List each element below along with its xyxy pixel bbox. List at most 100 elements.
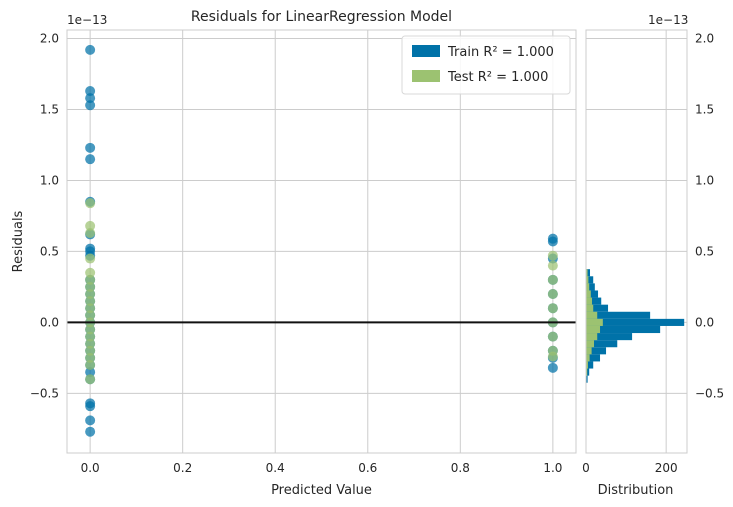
train-residual-point: [85, 93, 96, 104]
hist-x-tick-label: 0: [582, 461, 590, 475]
train-residual-point: [85, 44, 96, 55]
test-distribution-bar: [586, 311, 598, 319]
legend-swatch: [412, 45, 440, 57]
legend-label: Test R² = 1.000: [447, 70, 548, 85]
hist-y-tick-label: 0.5: [695, 244, 714, 258]
test-residual-point: [85, 331, 96, 342]
train-distribution-bar: [586, 340, 618, 348]
test-residual-point: [85, 324, 96, 335]
hist-y-tick-label: 2.0: [695, 32, 714, 46]
y-tick-label: 1.5: [40, 102, 59, 116]
test-residual-point: [85, 198, 96, 209]
test-distribution-bar: [586, 283, 590, 291]
test-residual-point: [85, 227, 96, 238]
test-residual-point: [547, 260, 558, 271]
y-tick-label: 2.0: [40, 32, 59, 46]
test-distribution-bar: [586, 361, 589, 369]
test-residual-point: [85, 352, 96, 363]
test-residual-point: [85, 274, 96, 285]
train-distribution-bar: [586, 290, 599, 298]
train-residual-point: [85, 154, 96, 165]
x-tick-label: 1.0: [543, 461, 562, 475]
train-residual-point: [85, 426, 96, 437]
train-residual-point: [85, 142, 96, 153]
train-distribution-bar: [586, 318, 685, 326]
train-distribution-bar: [586, 297, 602, 305]
train-residual-point: [547, 236, 558, 247]
test-residual-point: [85, 220, 96, 231]
test-distribution-bar: [586, 318, 603, 326]
test-residual-point: [547, 351, 558, 362]
train-distribution-bar: [586, 361, 594, 369]
test-residual-point: [547, 289, 558, 300]
hist-y-tick-label: 1.5: [695, 102, 714, 116]
test-distribution-bar: [586, 347, 592, 355]
test-distribution-bar: [586, 340, 595, 348]
hist-x-ticks: 0 200: [582, 461, 677, 475]
x-tick-label: 0.4: [266, 461, 285, 475]
histogram-offset-label: 1e−13: [648, 13, 688, 27]
test-distribution-bar: [586, 368, 588, 376]
test-residual-point: [85, 338, 96, 349]
train-distribution-bar: [586, 311, 651, 319]
y-axis-label: Residuals: [11, 210, 26, 272]
hist-bars: [586, 269, 685, 383]
test-residual-point: [547, 274, 558, 285]
test-residual-point: [85, 345, 96, 356]
test-residual-point: [85, 374, 96, 385]
train-distribution-bar: [586, 276, 594, 284]
legend: Train R² = 1.000 Test R² = 1.000: [401, 35, 571, 95]
hist-y-tick-label: −0.5: [695, 386, 724, 400]
y-tick-label: 1.0: [40, 173, 59, 187]
test-residual-point: [85, 359, 96, 370]
hist-y-tick-label: 1.0: [695, 173, 714, 187]
legend-label: Train R² = 1.000: [447, 45, 554, 60]
train-distribution-bar: [586, 375, 588, 383]
main-points: [85, 44, 558, 437]
y-tick-label: 0.0: [40, 315, 59, 329]
histogram-frame: [585, 29, 688, 454]
x-tick-label: 0.2: [173, 461, 192, 475]
chart-title: Residuals for LinearRegression Model: [191, 9, 452, 25]
train-distribution-bar: [586, 354, 601, 362]
test-residual-point: [85, 267, 96, 278]
y-offset-label: 1e−13: [67, 13, 107, 27]
test-distribution-bar: [586, 325, 601, 334]
test-residual-point: [85, 289, 96, 300]
train-distribution-bar: [586, 333, 633, 341]
test-residual-point: [85, 296, 96, 307]
test-residual-point: [85, 253, 96, 264]
test-residual-point: [547, 250, 558, 261]
test-residual-point: [547, 303, 558, 314]
legend-swatch: [412, 70, 440, 82]
train-distribution-bar: [586, 283, 595, 291]
main-plot-frame: [66, 29, 577, 454]
hist-y-ticks: −0.5 0.0 0.5 1.0 1.5 2.0: [695, 32, 724, 401]
train-residual-point: [85, 367, 96, 378]
x-tick-label: 0.0: [81, 461, 100, 475]
train-residual-point: [547, 362, 558, 373]
test-residual-point: [85, 310, 96, 321]
test-residual-point: [547, 331, 558, 342]
train-residual-point: [85, 86, 96, 97]
test-distribution-bar: [586, 333, 598, 341]
hist-x-tick-label: 200: [655, 461, 678, 475]
test-distribution-bar: [586, 276, 589, 284]
x-tick-label: 0.8: [451, 461, 470, 475]
test-distribution-bar: [586, 304, 594, 312]
hist-y-tick-label: 0.0: [695, 315, 714, 329]
x-axis-label: Predicted Value: [271, 483, 372, 498]
train-distribution-bar: [586, 304, 609, 312]
train-distribution-bar: [586, 269, 591, 277]
test-residual-point: [85, 303, 96, 314]
test-distribution-bar: [586, 354, 590, 362]
main-x-ticks: 0.0 0.2 0.4 0.6 0.8 1.0: [81, 461, 563, 475]
train-distribution-bar: [586, 368, 590, 376]
train-distribution-bar: [586, 325, 661, 334]
test-distribution-bar: [586, 290, 591, 298]
test-distribution-bar: [586, 269, 588, 277]
main-y-ticks: −0.5 0.0 0.5 1.0 1.5 2.0: [30, 32, 59, 401]
train-residual-point: [85, 415, 96, 426]
histogram-x-label: Distribution: [598, 483, 674, 498]
